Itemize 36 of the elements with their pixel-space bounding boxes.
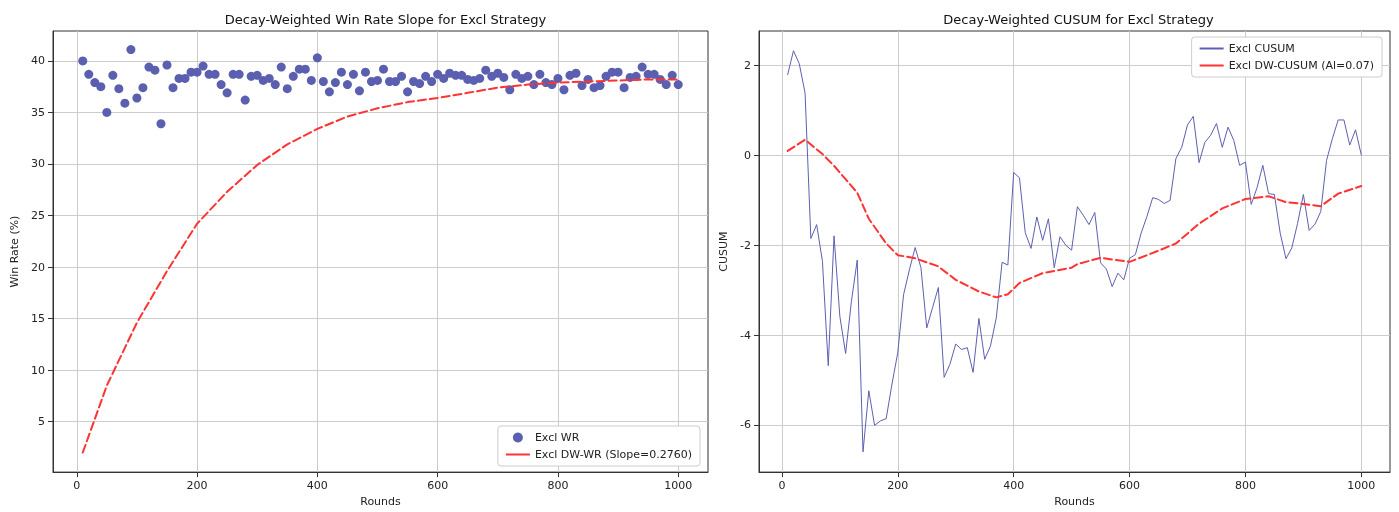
x-tick-label: 400 bbox=[1003, 479, 1025, 493]
legend-label: Excl WR bbox=[534, 431, 580, 444]
y-axis-title: Win Rate (%) bbox=[8, 215, 22, 288]
x-tick-label: 400 bbox=[306, 479, 328, 493]
line-series bbox=[786, 138, 1363, 299]
x-tick-label: 800 bbox=[547, 479, 569, 493]
y-tick-label: 5 bbox=[38, 415, 45, 429]
legend-label: Excl DW-CUSUM (Al=0.07) bbox=[1228, 59, 1375, 72]
y-tick-label: 35 bbox=[31, 105, 45, 119]
x-axis-title: Rounds bbox=[360, 495, 402, 508]
x-tick-label: 800 bbox=[1234, 479, 1256, 493]
y-tick-label: 25 bbox=[31, 208, 45, 222]
y-tick-label: 2 bbox=[744, 59, 751, 73]
y-tick-label: -4 bbox=[740, 328, 751, 342]
y-tick-label: 20 bbox=[31, 260, 45, 274]
x-tick-label: 600 bbox=[1119, 479, 1141, 493]
y-tick-label: 30 bbox=[31, 157, 45, 171]
x-tick-label: 200 bbox=[887, 479, 909, 493]
chart-title: Decay-Weighted Win Rate Slope for Excl Strategy bbox=[224, 12, 547, 27]
legend-label: Excl DW-WR (Slope=0.2760) bbox=[534, 448, 693, 461]
x-tick-label: 200 bbox=[186, 479, 208, 493]
x-tick-label: 1000 bbox=[1347, 479, 1376, 493]
y-tick-label: 15 bbox=[31, 312, 45, 326]
x-tick-label: 1000 bbox=[664, 479, 693, 493]
chart-title: Decay-Weighted CUSUM for Excl Strategy bbox=[943, 12, 1215, 27]
x-tick-label: 0 bbox=[778, 479, 786, 493]
y-tick-label: 0 bbox=[744, 148, 751, 162]
y-tick-label: 40 bbox=[31, 54, 45, 68]
legend-label: Excl CUSUM bbox=[1228, 42, 1295, 55]
x-axis-title: Rounds bbox=[1054, 495, 1096, 508]
y-tick-label: 10 bbox=[31, 363, 45, 377]
y-tick-label: -2 bbox=[740, 238, 751, 252]
x-tick-label: 0 bbox=[73, 479, 81, 493]
x-tick-label: 600 bbox=[427, 479, 449, 493]
y-axis-title: CUSUM bbox=[717, 231, 730, 272]
y-tick-label: -6 bbox=[740, 418, 751, 432]
